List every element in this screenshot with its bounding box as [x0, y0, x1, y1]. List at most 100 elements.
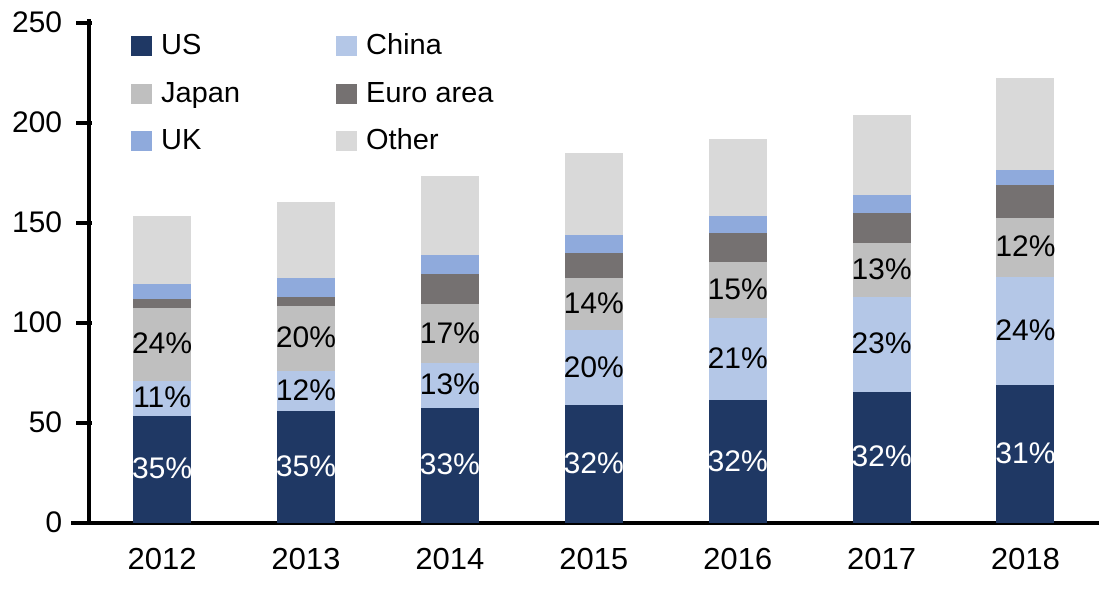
- bar-label-china-2015: 20%: [563, 350, 624, 384]
- bar-segment-china-2014: 13%: [419, 363, 480, 408]
- bar-segment-euro-area-2014: [420, 274, 479, 304]
- legend-item-euro-area: Euro area: [336, 79, 493, 108]
- bar-label-us-2013: 35%: [275, 450, 336, 483]
- bar-label-japan-2017: 13%: [851, 252, 912, 286]
- bar-segment-china-2016: 21%: [707, 318, 768, 400]
- legend-label-china: China: [366, 29, 442, 61]
- y-axis-tick-label: 50: [28, 406, 62, 439]
- bar-segment-japan-2018: 12%: [995, 218, 1056, 277]
- legend-item-us: US: [131, 31, 201, 60]
- legend-item-other: Other: [336, 126, 439, 155]
- bar-segment-euro-area-2013: [276, 297, 335, 306]
- bar-segment-other-2016: [708, 139, 767, 216]
- bar-segment-uk-2017: [852, 195, 911, 213]
- legend-item-china: China: [336, 31, 442, 60]
- bar-segment-us-2017: 32%: [851, 391, 912, 523]
- legend-swatch-euro-area-icon: [336, 83, 357, 104]
- y-axis-tick-mark: [76, 221, 92, 225]
- legend-label-euro-area: Euro area: [366, 77, 494, 109]
- legend-item-japan: Japan: [131, 79, 240, 108]
- y-axis-tick-label: 150: [11, 206, 62, 239]
- legend-label-uk: UK: [161, 124, 202, 156]
- x-axis-line: [71, 521, 1099, 525]
- bar-segment-us-2013: 35%: [275, 411, 336, 523]
- bar-label-us-2012: 35%: [131, 452, 193, 486]
- bar-label-china-2012: 11%: [133, 381, 191, 415]
- bar-segment-other-2012: [133, 216, 191, 285]
- bar-segment-euro-area-2015: [564, 253, 623, 279]
- bar-label-china-2017: 23%: [851, 327, 912, 361]
- x-axis-label-2012: 2012: [127, 541, 197, 576]
- bar-segment-uk-2013: [276, 278, 335, 298]
- bar-segment-japan-2017: 13%: [851, 243, 912, 297]
- bar-label-us-2018: 31%: [995, 437, 1056, 470]
- bar-segment-china-2013: 12%: [275, 371, 336, 411]
- bar-label-china-2013: 12%: [275, 374, 336, 408]
- bar-label-japan-2013: 20%: [275, 321, 336, 355]
- y-axis-tick-label: 100: [11, 306, 62, 339]
- bar-label-us-2016: 32%: [707, 444, 768, 478]
- legend-swatch-us-icon: [131, 35, 152, 56]
- bar-segment-japan-2014: 17%: [419, 304, 480, 364]
- bar-segment-us-2015: 32%: [563, 405, 624, 523]
- y-axis-tick-mark: [76, 421, 92, 425]
- legend-label-japan: Japan: [161, 77, 241, 109]
- legend-swatch-uk-icon: [131, 130, 152, 151]
- bar-segment-us-2016: 32%: [707, 400, 768, 523]
- bar-segment-euro-area-2016: [708, 233, 767, 262]
- legend-swatch-japan-icon: [131, 83, 152, 104]
- bar-segment-china-2017: 23%: [851, 296, 912, 392]
- y-axis-tick-mark: [76, 321, 92, 325]
- x-axis-label-2015: 2015: [559, 541, 629, 576]
- x-axis-label-2018: 2018: [990, 541, 1060, 576]
- bar-segment-euro-area-2018: [996, 185, 1055, 219]
- bar-label-japan-2014: 17%: [419, 316, 480, 350]
- y-axis-tick-label: 250: [11, 6, 62, 39]
- legend-label-us: US: [161, 29, 202, 61]
- legend-item-uk: UK: [131, 126, 201, 155]
- legend-swatch-other-icon: [336, 130, 357, 151]
- bar-segment-uk-2015: [564, 234, 623, 254]
- bar-segment-us-2014: 33%: [419, 407, 480, 523]
- bar-segment-japan-2013: 20%: [275, 305, 336, 372]
- bar-segment-uk-2016: [708, 215, 767, 234]
- y-axis-tick-mark: [76, 21, 92, 25]
- y-axis-tick-mark: [76, 121, 92, 125]
- bar-segment-other-2014: [420, 176, 479, 255]
- x-axis-label-2016: 2016: [703, 541, 773, 576]
- bar-segment-other-2018: [996, 78, 1055, 171]
- bar-segment-euro-area-2017: [852, 212, 911, 244]
- bar-label-china-2018: 24%: [995, 313, 1056, 347]
- bar-segment-japan-2015: 14%: [563, 278, 624, 330]
- bar-label-us-2014: 33%: [419, 448, 480, 482]
- bar-label-us-2015: 32%: [563, 447, 624, 480]
- x-axis-label-2017: 2017: [847, 541, 916, 576]
- y-axis-tick-label: 0: [45, 506, 62, 539]
- bar-label-china-2014: 13%: [419, 368, 480, 402]
- bar-label-japan-2016: 15%: [707, 272, 768, 306]
- bar-segment-china-2012: 11%: [133, 380, 191, 416]
- bar-label-japan-2018: 12%: [995, 230, 1056, 264]
- bar-segment-other-2015: [564, 153, 623, 235]
- legend-swatch-china-icon: [336, 35, 357, 56]
- bar-segment-china-2018: 24%: [995, 276, 1056, 385]
- bar-segment-us-2018: 31%: [995, 385, 1056, 523]
- y-axis-tick-label: 200: [11, 106, 62, 139]
- bar-segment-euro-area-2012: [133, 299, 191, 308]
- bar-segment-uk-2012: [133, 284, 191, 300]
- legend-label-other: Other: [366, 124, 439, 156]
- bar-segment-china-2015: 20%: [563, 330, 624, 405]
- bar-segment-other-2013: [276, 202, 335, 279]
- bar-label-japan-2015: 14%: [563, 287, 624, 321]
- x-axis-label-2013: 2013: [271, 541, 341, 576]
- bar-segment-japan-2016: 15%: [707, 261, 768, 319]
- bar-segment-uk-2018: [996, 170, 1055, 185]
- bar-segment-uk-2014: [420, 255, 479, 275]
- bar-label-us-2017: 32%: [851, 440, 912, 474]
- bar-segment-japan-2012: 24%: [132, 307, 192, 381]
- x-axis-label-2014: 2014: [415, 541, 485, 576]
- bar-segment-other-2017: [852, 115, 911, 195]
- bar-segment-us-2012: 35%: [131, 415, 193, 523]
- bar-label-china-2016: 21%: [707, 342, 768, 376]
